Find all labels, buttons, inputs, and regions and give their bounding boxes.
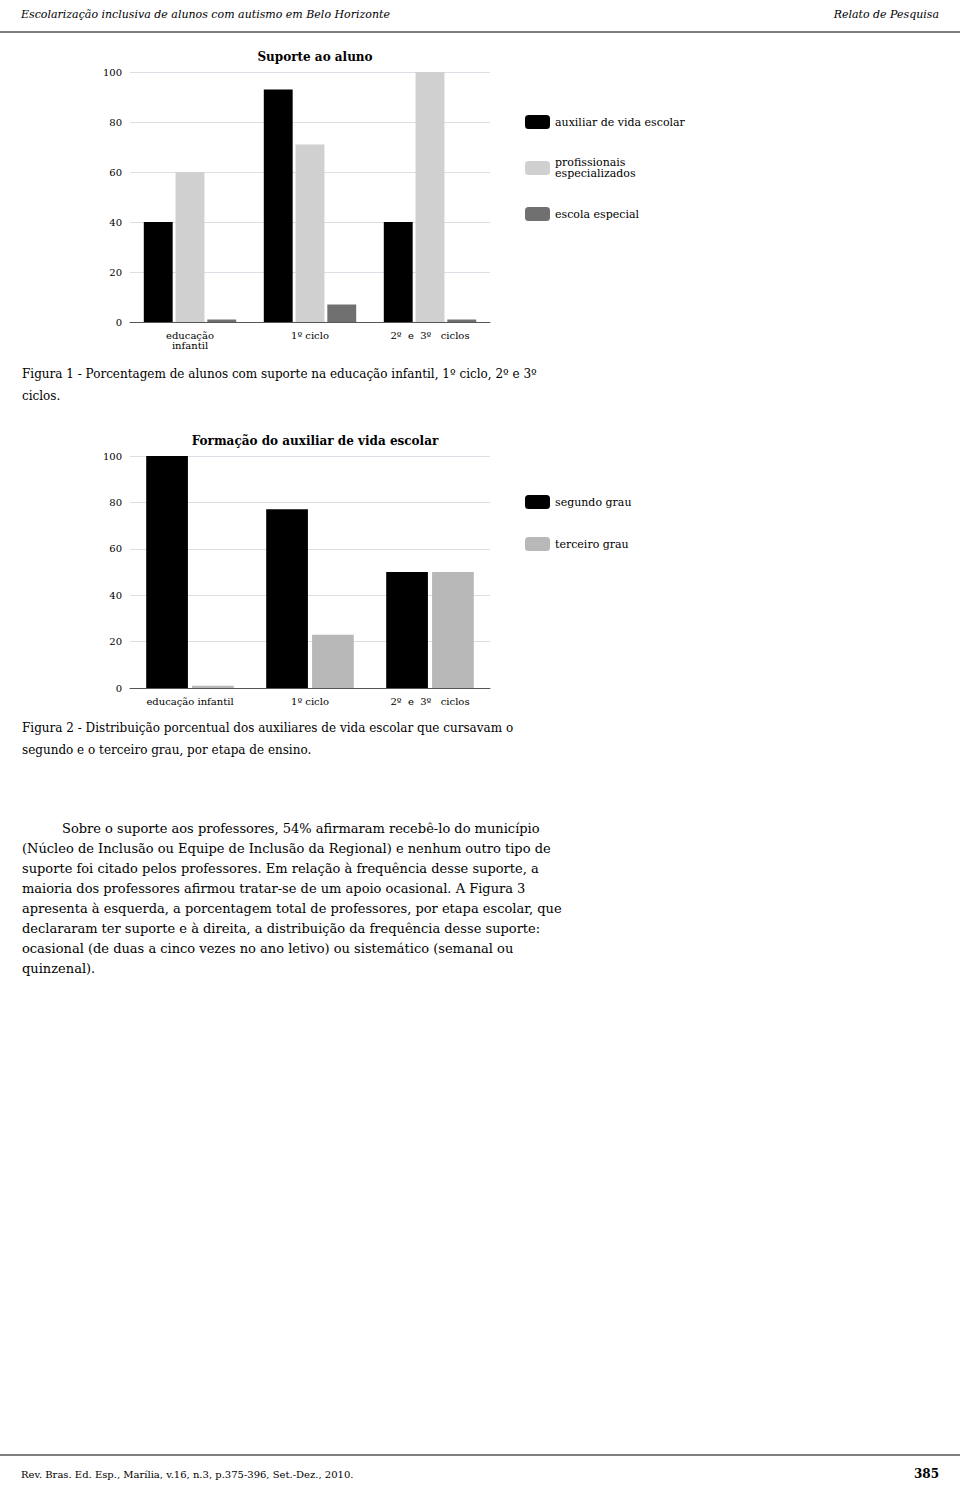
svg-text:40: 40 [109,217,122,228]
svg-text:profissionais: profissionais [555,156,626,169]
svg-text:segundo e o terceiro grau, por: segundo e o terceiro grau, por etapa de … [22,743,311,757]
svg-text:100: 100 [103,67,122,78]
svg-text:385: 385 [914,1467,939,1481]
svg-text:apresenta à esquerda, a porcen: apresenta à esquerda, a porcentagem tota… [22,901,562,916]
svg-text:1º ciclo: 1º ciclo [291,696,329,707]
svg-text:40: 40 [109,590,122,601]
svg-text:declararam ter suporte e à dir: declararam ter suporte e à direita, a di… [22,921,540,936]
svg-text:2º e 3º ciclos: 2º e 3º ciclos [390,330,469,341]
svg-text:1º ciclo: 1º ciclo [291,330,329,341]
svg-text:segundo grau: segundo grau [555,496,631,509]
svg-text:(Núcleo de Inclusão ou Equipe: (Núcleo de Inclusão ou Equipe de Inclusã… [22,841,551,856]
svg-text:Formação do auxiliar de vida e: Formação do auxiliar de vida escolar [192,434,439,448]
svg-text:Escolarização inclusiva de alu: Escolarização inclusiva de alunos com au… [20,8,390,21]
svg-text:20: 20 [109,636,122,647]
svg-text:Rev. Bras. Ed. Esp., Marília,: Rev. Bras. Ed. Esp., Marília, v.16, n.3,… [21,1469,353,1480]
svg-text:infantil: infantil [172,340,208,351]
svg-text:Sobre o suporte aos professore: Sobre o suporte aos professores, 54% afi… [62,821,540,836]
svg-text:Relato de Pesquisa: Relato de Pesquisa [833,8,939,21]
svg-text:maioria dos professores afirmo: maioria dos professores afirmou tratar-s… [22,881,525,896]
svg-text:20: 20 [109,267,122,278]
svg-text:Figura 1 - Porcentagem de alun: Figura 1 - Porcentagem de alunos com sup… [22,367,537,381]
svg-text:educação: educação [166,329,214,341]
svg-text:escola especial: escola especial [555,208,639,221]
svg-text:60: 60 [109,543,122,554]
svg-text:especializados: especializados [555,167,636,180]
svg-text:ocasional (de duas a cinco vez: ocasional (de duas a cinco vezes no ano … [22,941,513,956]
svg-text:auxiliar de vida escolar: auxiliar de vida escolar [555,116,686,129]
svg-text:ciclos.: ciclos. [22,389,60,403]
svg-text:Figura 2 - Distribuição porcen: Figura 2 - Distribuição porcentual dos a… [22,721,513,735]
svg-text:Suporte ao aluno: Suporte ao aluno [257,50,372,64]
svg-text:80: 80 [109,497,122,508]
svg-text:100: 100 [103,451,122,462]
svg-text:terceiro grau: terceiro grau [555,538,629,551]
svg-text:educação infantil: educação infantil [146,696,233,707]
svg-text:60: 60 [109,167,122,178]
svg-text:0: 0 [116,683,122,694]
svg-text:80: 80 [109,117,122,128]
svg-text:2º e 3º ciclos: 2º e 3º ciclos [390,696,469,707]
svg-text:0: 0 [116,317,122,328]
svg-text:quinzenal).: quinzenal). [22,961,95,976]
svg-text:suporte foi citado pelos profe: suporte foi citado pelos professores. Em… [22,861,539,876]
